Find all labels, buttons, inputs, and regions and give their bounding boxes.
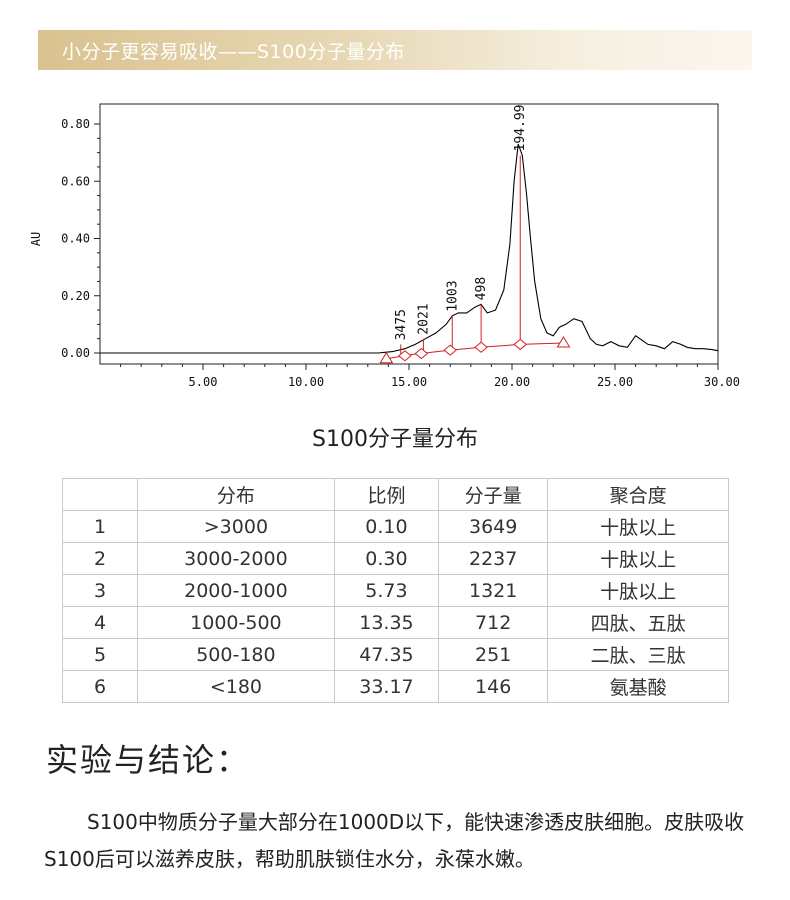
row-distribution: 500-180: [137, 638, 335, 671]
row-index: 2: [62, 542, 138, 575]
y-axis-label: AU: [29, 232, 43, 246]
x-tick-label: 25.00: [597, 375, 633, 389]
row-molecular-weight: 251: [438, 638, 549, 671]
x-tick-label: 15.00: [391, 375, 427, 389]
x-tick-label: 5.00: [189, 375, 218, 389]
table-row: 6 <180 33.17 146 氨基酸: [62, 670, 729, 703]
banner-title: 小分子更容易吸收——S100分子量分布: [62, 41, 405, 63]
row-ratio: 0.10: [333, 510, 440, 543]
peak-label: 2021: [416, 303, 431, 334]
peak-label: 498: [474, 277, 489, 300]
row-index: 4: [62, 606, 138, 639]
table-row: 4 1000-500 13.35 712 四肽、五肽: [62, 606, 729, 639]
row-ratio: 0.30: [333, 542, 440, 575]
row-index: 3: [62, 574, 138, 607]
row-molecular-weight: 3649: [438, 510, 549, 543]
row-molecular-weight: 146: [438, 670, 549, 703]
title-banner: 小分子更容易吸收——S100分子量分布: [38, 30, 752, 70]
peak-diamond-marker: [443, 344, 457, 356]
row-polymerization: 十肽以上: [547, 574, 729, 607]
row-distribution: 1000-500: [137, 606, 335, 639]
peak-diamond-marker: [414, 347, 429, 360]
row-distribution: >3000: [137, 510, 335, 543]
header-molecular-weight: 分子量: [438, 478, 549, 511]
row-ratio: 33.17: [333, 670, 440, 703]
peak-diamond-marker: [513, 338, 528, 351]
chart-caption: S100分子量分布: [312, 427, 478, 452]
chromatogram-chart: 0.00 0.20 0.40 0.60 0.80 AU 5.00 10.00 15.00 20.0…: [29, 103, 740, 389]
row-index: 6: [62, 670, 138, 703]
header-ratio: 比例: [333, 478, 440, 511]
y-tick-label: 0.60: [61, 174, 90, 188]
row-polymerization: 二肽、三肽: [547, 638, 729, 671]
chromatogram-trace: [100, 143, 719, 354]
table-row: 3 2000-1000 5.73 1321 十肽以上: [62, 574, 729, 607]
x-tick-label: 30.00: [704, 375, 740, 389]
row-distribution: 2000-1000: [137, 574, 335, 607]
row-index: 1: [62, 510, 138, 543]
peak-label: 194.99: [513, 105, 528, 152]
row-molecular-weight: 712: [438, 606, 549, 639]
row-distribution: 3000-2000: [137, 542, 335, 575]
peak-label: 3475: [394, 309, 409, 340]
y-tick-label: 0.00: [61, 346, 90, 360]
table-row: 2 3000-2000 0.30 2237 十肽以上: [62, 542, 729, 575]
plot-frame: [99, 103, 719, 365]
row-polymerization: 氨基酸: [547, 670, 729, 703]
table-header-row: 分布 比例 分子量 聚合度: [62, 478, 729, 511]
baseline-triangle-marker: [379, 351, 394, 364]
row-distribution: <180: [137, 670, 335, 703]
conclusion-title: 实验与结论：: [46, 741, 251, 779]
row-polymerization: 四肽、五肽: [547, 606, 729, 639]
row-polymerization: 十肽以上: [547, 542, 729, 575]
header-polymerization: 聚合度: [547, 478, 729, 511]
header-index: [62, 478, 138, 511]
row-molecular-weight: 1321: [438, 574, 549, 607]
y-tick-label: 0.40: [61, 232, 90, 246]
row-molecular-weight: 2237: [438, 542, 549, 575]
row-ratio: 47.35: [333, 638, 440, 671]
table-row: 1 >3000 0.10 3649 十肽以上: [62, 510, 729, 543]
peak-label: 1003: [445, 280, 460, 311]
header-distribution: 分布: [137, 478, 335, 511]
conclusion-body: S100中物质分子量大部分在1000D以下，能快速渗透皮肤细胞。皮肤吸收S100…: [44, 810, 745, 871]
baseline-triangle-marker: [556, 336, 571, 348]
distribution-table: 分布 比例 分子量 聚合度 1 >3000 0.10 3649 十肽以上 2 3…: [62, 478, 729, 703]
row-polymerization: 十肽以上: [547, 510, 729, 543]
row-ratio: 5.73: [333, 574, 440, 607]
row-index: 5: [62, 638, 138, 671]
x-tick-label: 10.00: [288, 375, 324, 389]
peak-diamond-marker: [474, 341, 488, 353]
y-tick-label: 0.80: [61, 117, 90, 131]
row-ratio: 13.35: [333, 606, 440, 639]
peak-diamond-marker: [398, 350, 412, 362]
y-tick-label: 0.20: [61, 289, 90, 303]
x-tick-label: 20.00: [494, 375, 530, 389]
table-row: 5 500-180 47.35 251 二肽、三肽: [62, 638, 729, 671]
